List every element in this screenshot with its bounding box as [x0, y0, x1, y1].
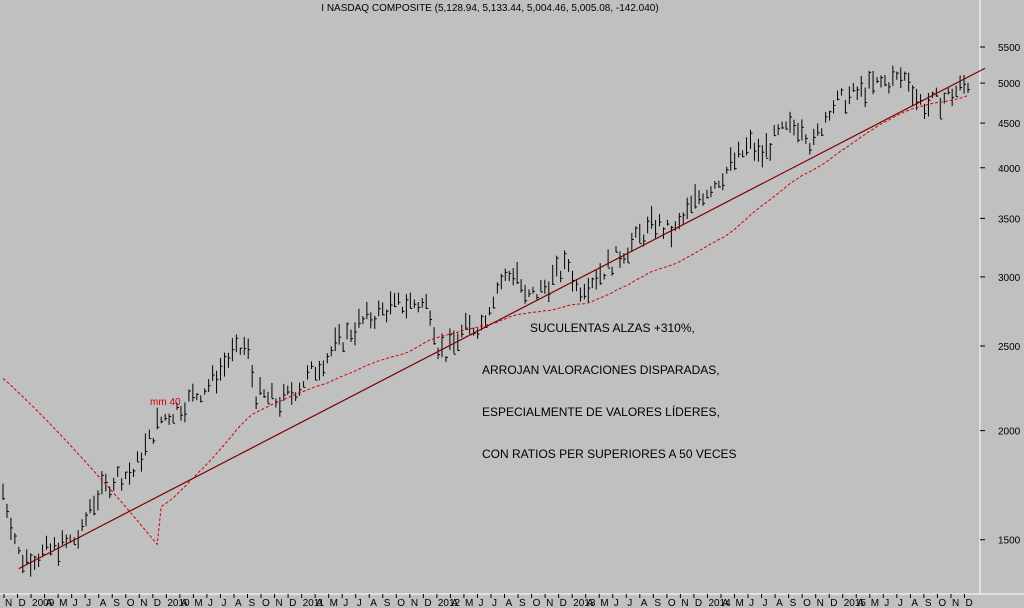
x-tick-label: J	[208, 598, 213, 608]
x-tick-label: S	[654, 598, 661, 608]
x-tick-label: J	[763, 598, 768, 608]
x-tick-label: J	[614, 598, 619, 608]
y-tick-label: 2500	[998, 342, 1021, 353]
x-tick-label: O	[262, 598, 270, 608]
moving-average-line	[2, 95, 969, 546]
x-tick-label: J	[357, 598, 362, 608]
trendline	[18, 67, 986, 570]
x-tick-label: O	[397, 598, 405, 608]
annotation-line-3: ESPECIALMENTE DE VALORES LÍDERES,	[482, 405, 720, 419]
x-tick-label: D	[695, 598, 702, 608]
annotation-line-4: CON RATIOS PER SUPERIORES A 50 VECES	[482, 447, 737, 461]
x-tick-label: J	[221, 598, 226, 608]
x-tick-label: S	[790, 598, 797, 608]
x-tick-label: D	[830, 598, 837, 608]
x-tick-label: A	[506, 598, 513, 608]
x-tick-label: N	[817, 598, 824, 608]
x-tick-label: A	[911, 598, 918, 608]
x-tick-label: D	[289, 598, 296, 608]
y-tick-label: 5500	[998, 43, 1021, 54]
x-tick-label: N	[546, 598, 553, 608]
x-tick-label: N	[952, 598, 959, 608]
x-tick-label: M	[59, 598, 67, 608]
x-tick-label: 2013	[573, 598, 596, 608]
x-tick-label: A	[776, 598, 783, 608]
y-tick-label: 2000	[998, 427, 1021, 438]
annotation-line-1: SUCULENTAS ALZAS +310%,	[530, 321, 695, 335]
x-tick-label: J	[898, 598, 903, 608]
x-tick-label: S	[249, 598, 256, 608]
chart-annotation: SUCULENTAS ALZAS +310%, ARROJAN VALORACI…	[482, 293, 737, 489]
x-tick-label: O	[668, 598, 676, 608]
chart-title: I NASDAQ COMPOSITE (5,128.94, 5,133.44, …	[321, 3, 659, 14]
x-tick-label: A	[857, 598, 864, 608]
x-tick-label: M	[736, 598, 744, 608]
x-tick-label: J	[749, 598, 754, 608]
x-tick-label: N	[276, 598, 283, 608]
x-tick-label: A	[181, 598, 188, 608]
x-tick-label: J	[343, 598, 348, 608]
x-tick-label: J	[478, 598, 483, 608]
x-tick-label: N	[140, 598, 147, 608]
x-tick-label: A	[587, 598, 594, 608]
x-tick-label: A	[100, 598, 107, 608]
y-tick-label: 1500	[998, 536, 1021, 547]
x-tick-label: 2010	[167, 598, 190, 608]
x-tick-label: A	[641, 598, 648, 608]
y-tick-label: 3500	[998, 214, 1021, 225]
x-tick-label: N	[411, 598, 418, 608]
x-tick-label: M	[600, 598, 608, 608]
x-tick-label: D	[965, 598, 972, 608]
x-tick-label: 2014	[708, 598, 731, 608]
y-tick-label: 5000	[998, 79, 1021, 90]
x-tick-label: J	[73, 598, 78, 608]
x-tick-label: N	[5, 598, 12, 608]
x-tick-label: J	[627, 598, 632, 608]
x-tick-label: A	[451, 598, 458, 608]
x-tick-label: J	[492, 598, 497, 608]
x-tick-label: 2012	[438, 598, 461, 608]
y-tick-label: 4000	[998, 164, 1021, 175]
x-tick-label: O	[127, 598, 135, 608]
x-tick-label: D	[154, 598, 161, 608]
annotation-line-2: ARROJAN VALORACIONES DISPARADAS,	[482, 363, 720, 377]
x-tick-label: D	[424, 598, 431, 608]
x-tick-label: M	[194, 598, 202, 608]
x-tick-label: S	[113, 598, 120, 608]
x-tick-label: A	[370, 598, 377, 608]
x-tick-label: S	[384, 598, 391, 608]
x-tick-label: 2009	[32, 598, 55, 608]
x-tick-label: A	[722, 598, 729, 608]
x-tick-label: O	[938, 598, 946, 608]
x-tick-label: D	[19, 598, 26, 608]
x-tick-label: 2011	[303, 598, 325, 608]
moving-average-label: mm 40	[150, 397, 181, 408]
x-tick-label: J	[86, 598, 91, 608]
x-tick-label: O	[803, 598, 811, 608]
x-tick-label: J	[884, 598, 889, 608]
x-tick-label: M	[465, 598, 473, 608]
x-tick-label: A	[316, 598, 323, 608]
x-tick-label: M	[871, 598, 879, 608]
x-tick-label: 2015	[844, 598, 867, 608]
y-tick-label: 4500	[998, 119, 1021, 130]
x-tick-label: A	[235, 598, 242, 608]
x-tick-label: S	[925, 598, 932, 608]
y-tick-label: 3000	[998, 273, 1021, 284]
x-tick-label: M	[330, 598, 338, 608]
x-tick-label: D	[560, 598, 567, 608]
x-tick-label: N	[681, 598, 688, 608]
x-tick-label: S	[519, 598, 526, 608]
x-tick-label: O	[533, 598, 541, 608]
x-tick-label: A	[46, 598, 53, 608]
